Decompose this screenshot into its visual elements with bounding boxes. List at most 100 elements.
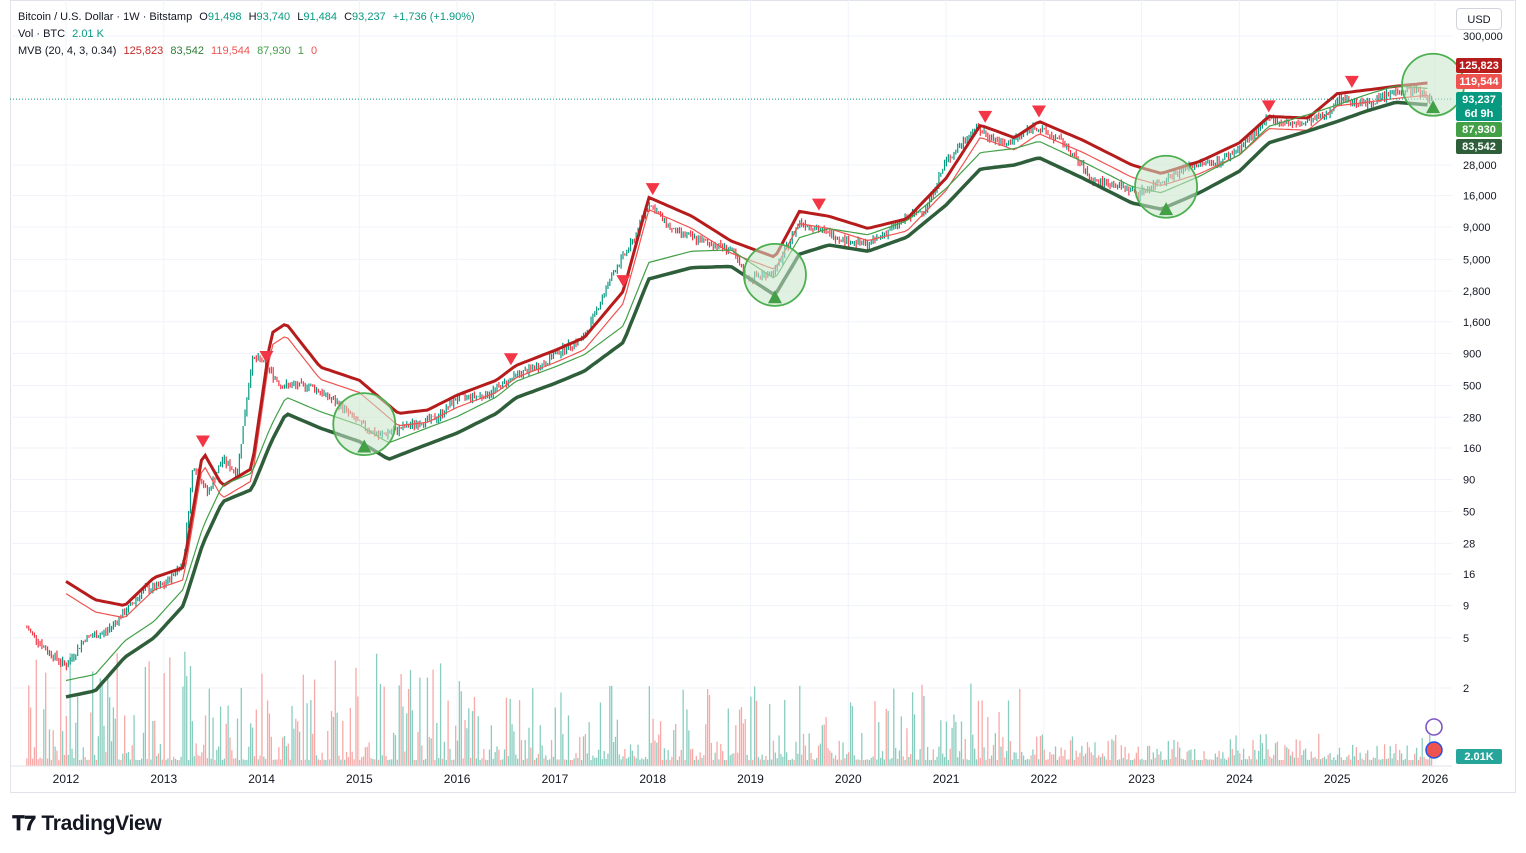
indicator-v2: 83,542 — [170, 45, 204, 57]
sell-marker-icon — [1031, 105, 1046, 118]
y-axis[interactable]: 2 5 9 16 28 50 90 160 280 500 900 1,600 2,800 5,000 9,… — [1463, 31, 1503, 695]
buy-marker-icon — [1426, 100, 1441, 114]
logo-text: TradingView — [41, 812, 162, 835]
buy-marker-icon — [1159, 202, 1174, 216]
highlight-circle — [1134, 154, 1198, 219]
indicator-v3: 119,544 — [211, 45, 250, 57]
y-tick-label: 9 — [1463, 601, 1469, 613]
price-tag-lower-inner — [1456, 122, 1502, 137]
price-tag-text: 87,930 — [1462, 124, 1496, 136]
x-tick-label: 2022 — [1031, 772, 1058, 786]
signal-markers — [195, 75, 1441, 453]
price-tag-text: 6d 9h — [1465, 108, 1494, 120]
change-value: +1,736 (+1.90%) — [392, 11, 475, 23]
highlight-circle — [332, 392, 397, 457]
price-tag-lower-band — [1456, 139, 1502, 154]
price-tag-last-price — [1456, 92, 1502, 107]
flag-icon — [1425, 741, 1443, 759]
price-tag-upper-inner — [1456, 74, 1502, 89]
x-axis[interactable]: 2012 2013 2014 2015 2016 2017 2018 2019 2020 2021… — [10, 765, 1452, 786]
x-tick-label: 2012 — [53, 772, 80, 786]
y-tick-label: 16 — [1463, 569, 1475, 581]
x-tick-label: 2021 — [933, 772, 960, 786]
y-tick-label: 90 — [1463, 474, 1475, 486]
tradingview-logo[interactable]: 𝐓𝟕 TradingView — [12, 812, 162, 836]
lower-inner-band — [65, 85, 1428, 682]
upper-inner-band — [65, 94, 1428, 619]
bands — [10, 81, 1452, 699]
price-tag-text: 2.01K — [1464, 751, 1493, 763]
x-tick-label: 2026 — [1422, 772, 1449, 786]
tradingview-logo-icon: 𝐓𝟕 — [12, 812, 36, 835]
highlight-circle — [743, 242, 807, 307]
y-tick-label: 28 — [1463, 538, 1475, 550]
y-tick-label: 900 — [1463, 348, 1481, 360]
x-tick-label: 2013 — [150, 772, 177, 786]
volume-value: 2.01 K — [72, 28, 104, 40]
high-label: H93,740 — [248, 11, 291, 23]
y-tick-label: 2 — [1463, 683, 1469, 695]
upper-band — [65, 81, 1428, 607]
y-tick-label: 28,000 — [1463, 160, 1497, 172]
y-tick-label: 1,600 — [1463, 317, 1491, 329]
price-tag-text: 125,823 — [1459, 60, 1499, 72]
price-tag-volume — [1456, 749, 1502, 764]
price-chart[interactable]: 2 5 9 16 28 50 90 160 280 500 900 1,600 2,800 5,000 9,… — [0, 0, 1526, 800]
indicator-v4: 87,930 — [257, 45, 291, 57]
sell-marker-icon — [978, 110, 993, 123]
low-label: L91,484 — [297, 11, 338, 23]
lightning-icon — [1425, 718, 1443, 736]
price-tag-upper-band — [1456, 58, 1502, 73]
x-tick-label: 2014 — [248, 772, 275, 786]
indicator-v5: 1 — [297, 45, 304, 57]
price-tag-text: 93,237 — [1462, 94, 1496, 106]
price-tag-countdown — [1456, 106, 1502, 121]
sell-marker-icon — [1344, 75, 1359, 88]
sell-marker-icon — [645, 183, 660, 196]
indicator-label: MVB (20, 4, 3, 0.34) — [18, 45, 117, 57]
price-tag-text: 83,542 — [1462, 141, 1496, 153]
sell-marker-icon — [616, 275, 631, 288]
price-tag-text: 119,544 — [1459, 76, 1499, 88]
y-tick-label: 500 — [1463, 381, 1481, 393]
volume-legend[interactable]: Vol · BTC 2.01 K — [18, 27, 108, 41]
x-tick-label: 2019 — [737, 772, 764, 786]
y-tick-label: 2,800 — [1463, 286, 1491, 298]
currency-button[interactable]: USD — [1456, 8, 1502, 30]
x-tick-label: 2018 — [639, 772, 666, 786]
y-tick-label: 5,000 — [1463, 254, 1491, 266]
buy-marker-icon — [767, 290, 782, 304]
y-tick-label: 16,000 — [1463, 191, 1497, 203]
open-label: O91,498 — [199, 11, 242, 23]
volume-bars — [26, 651, 1433, 766]
x-tick-label: 2016 — [444, 772, 471, 786]
y-tick-label: 160 — [1463, 443, 1481, 455]
indicator-legend[interactable]: MVB (20, 4, 3, 0.34) 125,823 83,542 119,… — [18, 44, 321, 58]
sell-marker-icon — [811, 198, 826, 211]
x-tick-label: 2017 — [542, 772, 569, 786]
symbol-title[interactable]: Bitcoin / U.S. Dollar · 1W · Bitstamp — [18, 11, 193, 23]
lower-band — [65, 100, 1428, 699]
grid — [10, 0, 1452, 766]
sell-marker-icon — [259, 350, 274, 363]
highlight-circles — [332, 52, 1465, 457]
y-tick-label: 5 — [1463, 633, 1469, 645]
price-tags: 125,823 119,544 93,237 6d 9h 87,930 83,542 2.0… — [1425, 58, 1502, 764]
price-bars — [26, 84, 1433, 671]
x-tick-label: 2023 — [1128, 772, 1155, 786]
indicator-v1: 125,823 — [123, 45, 164, 57]
y-tick-label: 300,000 — [1463, 31, 1503, 43]
buy-marker-icon — [357, 439, 372, 453]
symbol-legend[interactable]: Bitcoin / U.S. Dollar · 1W · Bitstamp O9… — [18, 10, 479, 24]
x-tick-label: 2024 — [1226, 772, 1253, 786]
sell-marker-icon — [195, 435, 210, 448]
close-label: C93,237 — [344, 11, 386, 23]
x-tick-label: 2025 — [1324, 772, 1351, 786]
indicator-v6: 0 — [310, 45, 318, 57]
y-tick-label: 9,000 — [1463, 222, 1491, 234]
y-tick-label: 50 — [1463, 507, 1475, 519]
x-tick-label: 2020 — [835, 772, 862, 786]
volume-label: Vol · BTC — [18, 28, 66, 40]
sell-marker-icon — [503, 353, 518, 366]
sell-marker-icon — [1261, 100, 1276, 113]
